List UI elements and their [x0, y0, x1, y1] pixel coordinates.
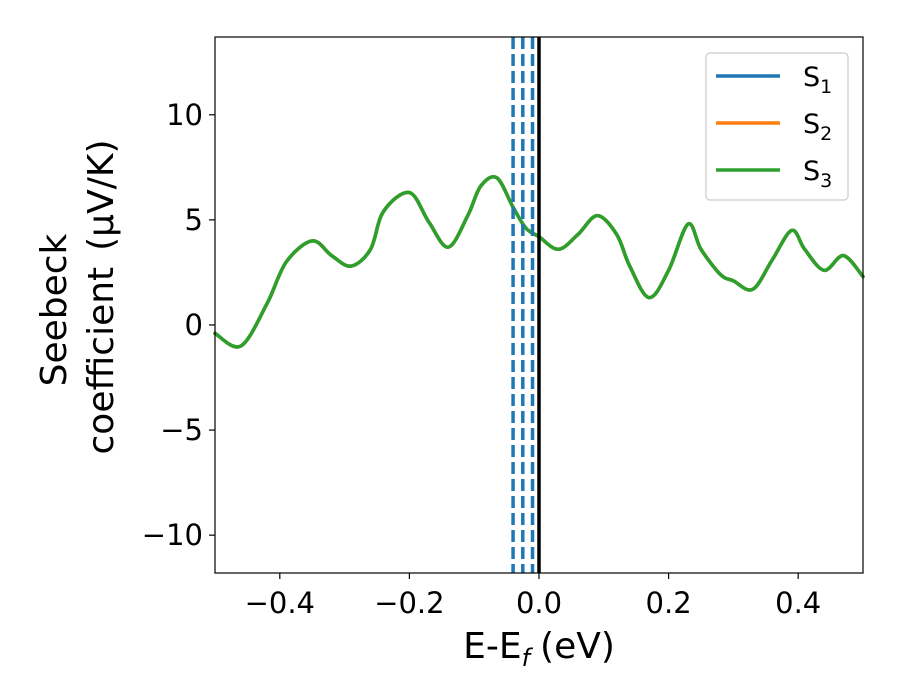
y-tick-label: 5 [185, 203, 203, 237]
y-axis-label-unit: (μV/K) [81, 139, 122, 250]
y-axis-label-line2: coefficient (μV/K) [81, 139, 122, 454]
series-line-s3 [213, 175, 865, 349]
legend-label-s1: S1 [803, 62, 832, 98]
legend-label-s2: S2 [803, 109, 832, 145]
x-axis-label-sub: f [522, 644, 534, 672]
y-tick-label: 10 [166, 98, 203, 132]
y-tick-label: −5 [160, 413, 203, 447]
y-ticks: −10 −5 0 5 10 [142, 98, 215, 552]
x-axis-label: E-Ef (eV) [463, 626, 615, 672]
x-axis-label-unit: (eV) [540, 626, 615, 667]
x-tick-label: 0.4 [775, 586, 821, 620]
x-tick-label: −0.4 [245, 586, 315, 620]
legend-box [705, 52, 849, 201]
x-tick-label: 0.0 [516, 586, 562, 620]
legend-label-main: S [803, 156, 820, 187]
x-ticks: −0.4 −0.2 0.0 0.2 0.4 [245, 573, 821, 620]
x-tick-label: −0.2 [374, 586, 444, 620]
legend-label-s3: S3 [803, 156, 832, 192]
legend-label-main: S [803, 62, 820, 93]
y-tick-label: −10 [142, 518, 203, 552]
legend-label-sub: 1 [820, 76, 832, 98]
x-axis-label-main: E-E [463, 626, 521, 667]
x-tick-label: 0.2 [646, 586, 692, 620]
legend-label-sub: 2 [820, 123, 832, 145]
series-layer [213, 175, 865, 349]
vline-layer [511, 37, 541, 573]
legend-label-sub: 3 [820, 170, 832, 192]
legend-label-main: S [803, 109, 820, 140]
y-tick-label: 0 [185, 308, 203, 342]
y-axis-label-line1: Seebeck [34, 233, 75, 386]
y-axis-label-coefficient: coefficient [81, 267, 122, 455]
